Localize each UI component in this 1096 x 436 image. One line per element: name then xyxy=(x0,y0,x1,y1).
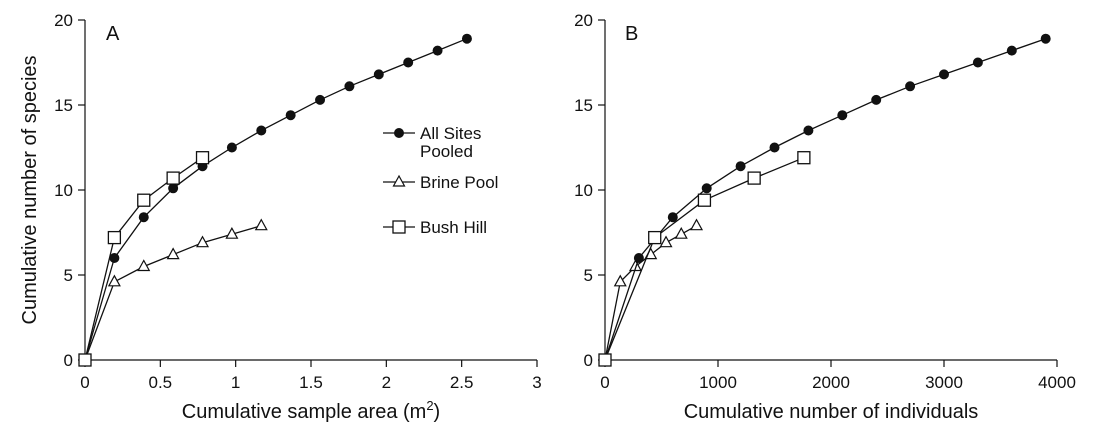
data-point xyxy=(107,274,121,287)
series-bush-hill xyxy=(598,151,811,367)
data-point xyxy=(226,142,237,153)
data-point xyxy=(256,125,267,136)
data-point xyxy=(633,253,644,263)
data-point xyxy=(166,171,180,185)
x-tick-label: 4000 xyxy=(1038,373,1076,392)
data-point xyxy=(690,218,704,231)
data-point xyxy=(797,151,811,165)
y-tick-label: 0 xyxy=(584,351,593,370)
x-tick-label: 3 xyxy=(532,373,541,392)
x-axis-label: Cumulative sample area (m2) xyxy=(182,398,440,423)
data-point xyxy=(138,212,149,223)
data-point xyxy=(598,353,612,367)
legend-marker xyxy=(392,174,406,187)
data-point xyxy=(701,183,712,194)
x-tick-label: 2000 xyxy=(812,373,850,392)
data-point xyxy=(972,57,983,68)
x-axis-label: Cumulative number of individuals xyxy=(684,401,979,423)
data-point xyxy=(225,226,239,239)
x-tick-label: 1000 xyxy=(699,373,737,392)
x-tick-label: 0 xyxy=(80,373,89,392)
x-tick-label: 1 xyxy=(231,373,240,392)
panel-a-chart: 0 5 10 15 20 0 0.5 1 1.5 2 2.5 3 A Cumulative sample … xyxy=(19,11,542,423)
y-tick-label: 5 xyxy=(64,266,73,285)
legend-label: All Sites xyxy=(420,124,481,143)
data-point xyxy=(1040,33,1051,44)
series-line xyxy=(84,225,262,361)
legend-marker xyxy=(392,220,406,234)
series-bush-hill xyxy=(78,151,210,367)
data-point xyxy=(659,235,673,248)
series-brine-pool xyxy=(598,218,704,365)
x-tick-label: 3000 xyxy=(925,373,963,392)
data-point xyxy=(168,183,179,194)
data-point xyxy=(667,212,678,223)
x-tick-label: 2.5 xyxy=(450,373,474,392)
data-point xyxy=(613,274,627,287)
y-tick-label: 10 xyxy=(574,181,593,200)
panel-label: B xyxy=(625,23,638,45)
x-tick-label: 0 xyxy=(600,373,609,392)
x-tick-label: 0.5 xyxy=(149,373,173,392)
data-point xyxy=(1006,45,1017,56)
data-point xyxy=(432,45,443,56)
data-point xyxy=(674,226,688,239)
data-point xyxy=(78,353,92,367)
data-point xyxy=(735,161,746,172)
data-point xyxy=(769,142,780,153)
series-line xyxy=(84,157,203,361)
data-point xyxy=(195,151,210,165)
data-point xyxy=(403,57,414,68)
legend-entry: Bush Hill xyxy=(383,218,487,237)
y-tick-label: 15 xyxy=(574,96,593,115)
data-point xyxy=(137,259,151,272)
data-point xyxy=(697,193,712,207)
panel-label: A xyxy=(106,23,120,45)
series-line xyxy=(604,38,1046,361)
data-point xyxy=(315,94,326,105)
y-tick-label: 20 xyxy=(54,11,73,30)
data-point xyxy=(107,230,122,245)
data-point xyxy=(344,81,355,92)
legend-label: Pooled xyxy=(420,142,473,161)
data-point xyxy=(137,193,151,207)
data-point xyxy=(461,33,472,44)
legend-label: Brine Pool xyxy=(420,173,498,192)
data-point xyxy=(747,171,761,185)
data-point xyxy=(837,110,848,121)
y-tick-label: 20 xyxy=(574,11,593,30)
data-point xyxy=(871,94,882,105)
data-point xyxy=(196,235,210,248)
data-point xyxy=(285,110,296,121)
legend-marker xyxy=(394,128,404,138)
data-point xyxy=(109,253,120,263)
y-tick-label: 15 xyxy=(54,96,73,115)
data-point xyxy=(254,218,268,231)
legend-entry: Brine Pool xyxy=(383,173,498,192)
series-line xyxy=(84,38,468,361)
y-tick-label: 5 xyxy=(584,266,593,285)
series-all-sites xyxy=(600,33,1051,365)
data-point xyxy=(939,69,949,80)
series-brine-pool xyxy=(78,218,268,365)
x-tick-label: 1.5 xyxy=(299,373,323,392)
data-point xyxy=(648,230,662,245)
data-point xyxy=(166,247,180,260)
y-axis-label: Cumulative number of species xyxy=(19,55,41,324)
data-point xyxy=(803,125,814,136)
data-point xyxy=(628,259,643,272)
y-tick-label: 10 xyxy=(54,181,73,200)
legend-label: Bush Hill xyxy=(420,218,487,237)
data-point xyxy=(373,69,384,80)
panel-b-chart: 0 5 10 15 20 0 1000 2000 3000 4000 B Cumulative num… xyxy=(574,11,1076,423)
x-tick-label: 2 xyxy=(382,373,391,392)
y-tick-label: 0 xyxy=(64,351,73,370)
data-point xyxy=(905,81,916,92)
